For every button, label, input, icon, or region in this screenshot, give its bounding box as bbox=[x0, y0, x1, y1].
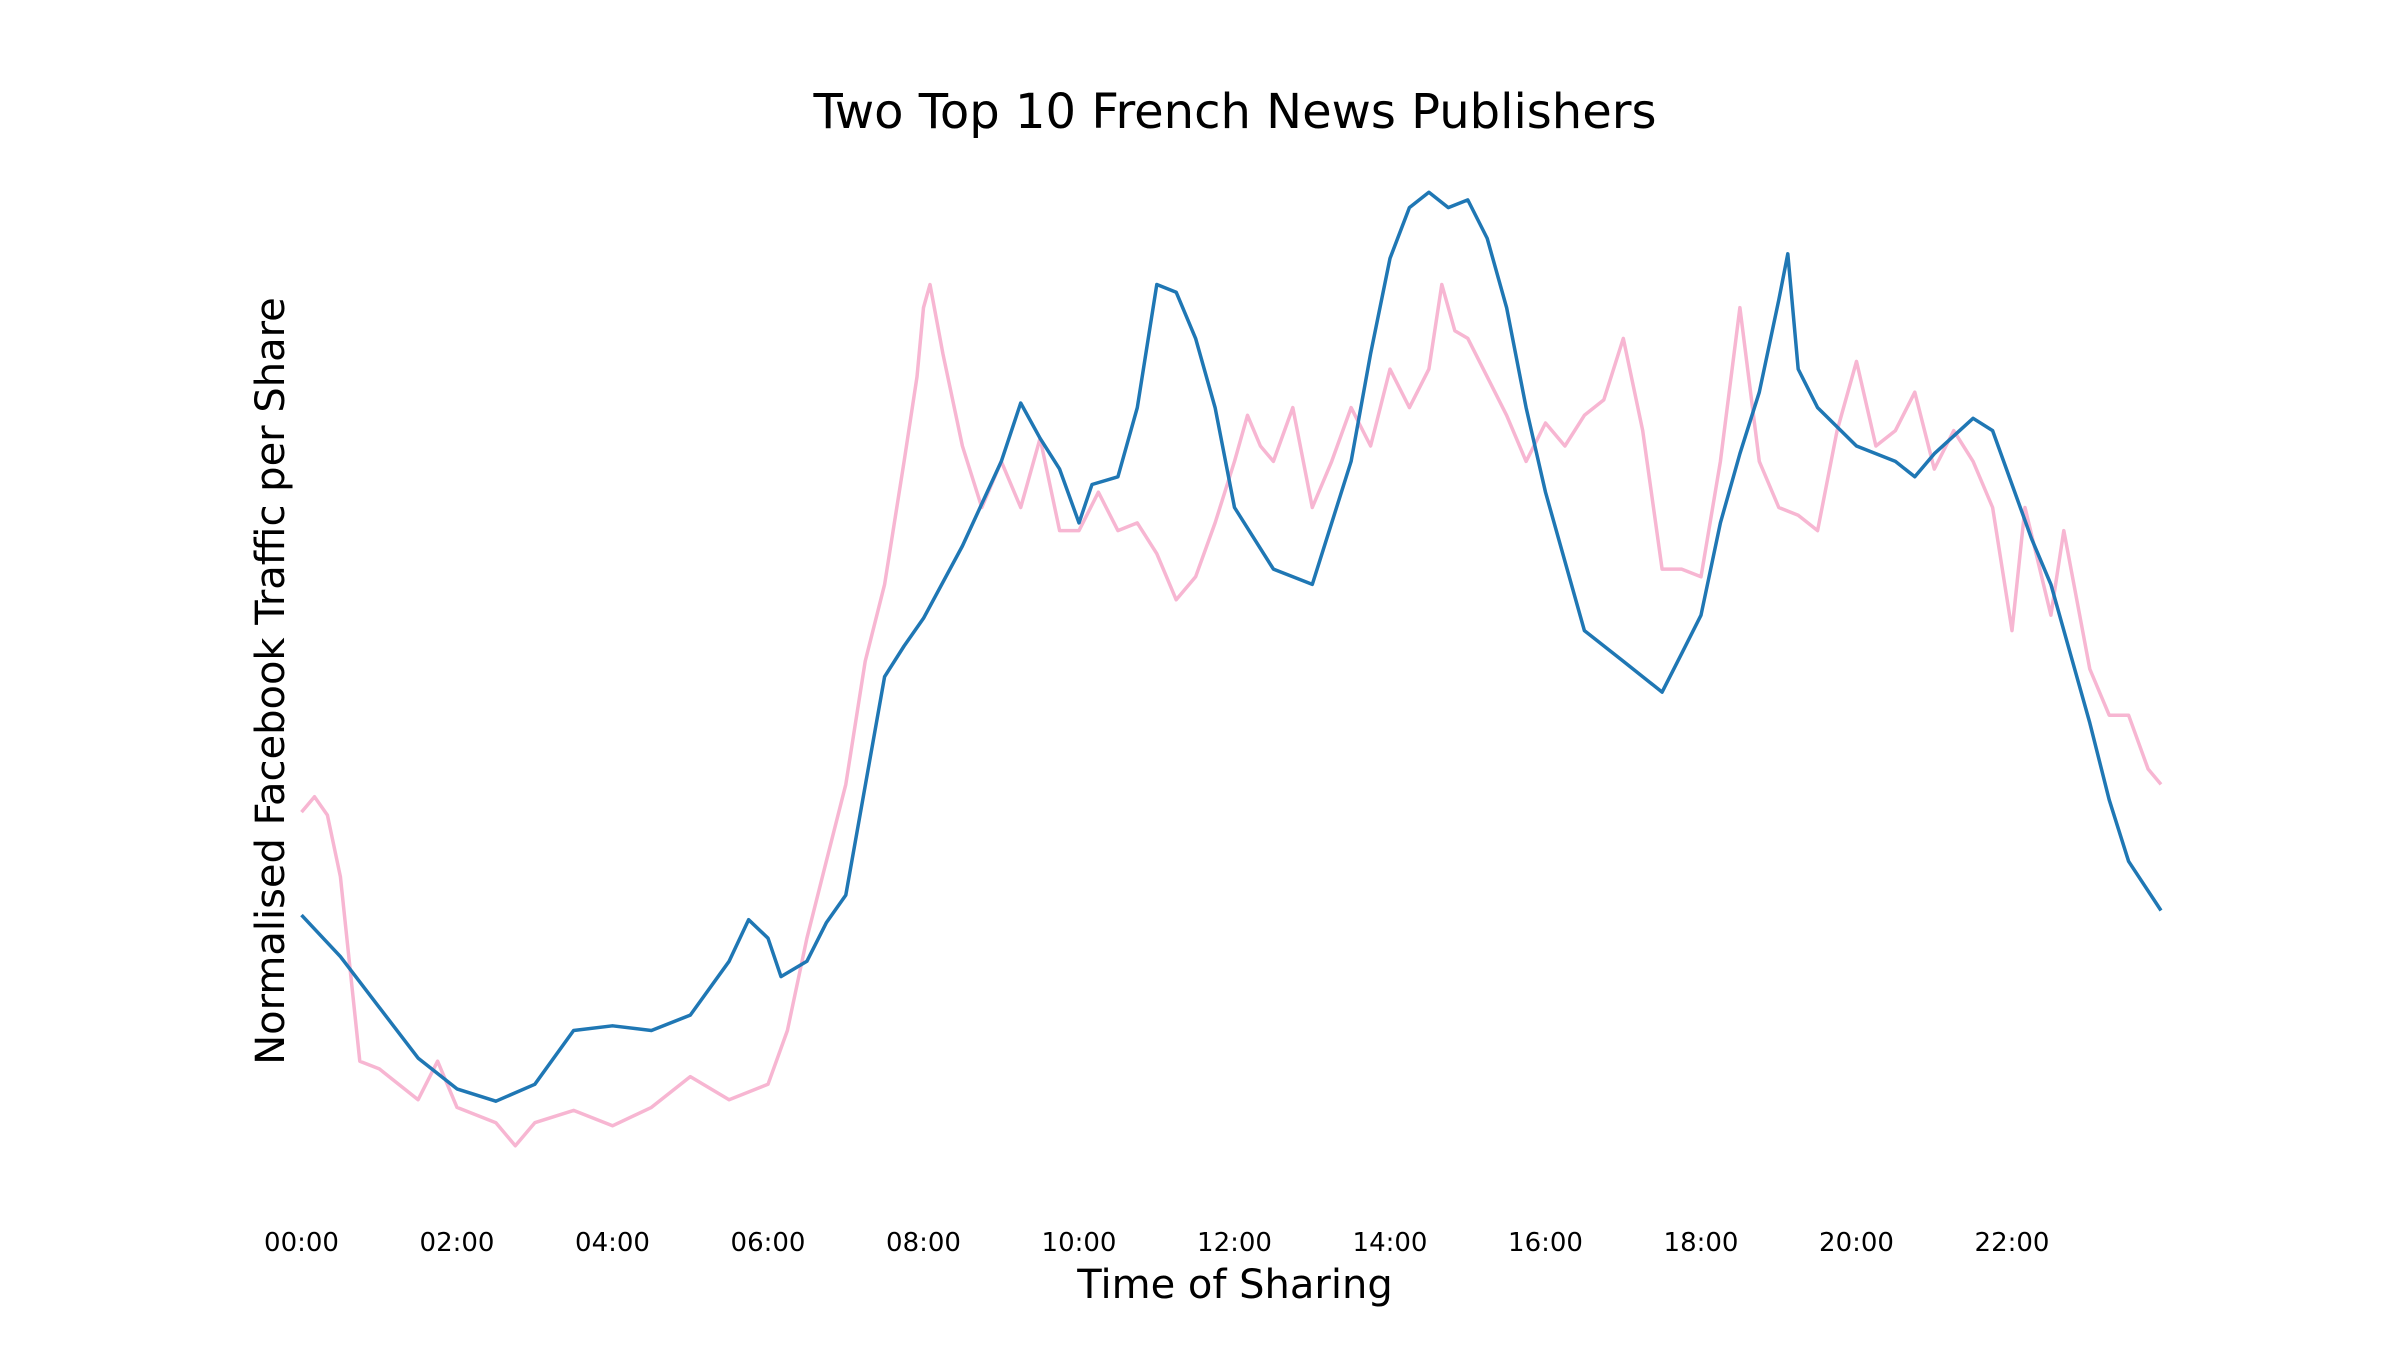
x-tick-label: 18:00 bbox=[1664, 1228, 1739, 1258]
x-tick-label: 04:00 bbox=[575, 1228, 650, 1258]
x-tick-label: 14:00 bbox=[1353, 1228, 1428, 1258]
series-line-0 bbox=[300, 190, 2163, 1103]
x-tick-label: 06:00 bbox=[731, 1228, 806, 1258]
x-tick-label: 08:00 bbox=[886, 1228, 961, 1258]
chart-title: Two Top 10 French News Publishers bbox=[813, 84, 1657, 140]
x-tick-label: 12:00 bbox=[1197, 1228, 1272, 1258]
series-layer bbox=[300, 190, 2163, 1148]
x-tick-label: 20:00 bbox=[1819, 1228, 1894, 1258]
x-tick-label: 22:00 bbox=[1975, 1228, 2050, 1258]
x-axis-label: Time of Sharing bbox=[1076, 1262, 1392, 1308]
x-axis-ticks: 00:00 02:00 04:00 06:00 08:00 10:00 12:00 14:00… bbox=[264, 1228, 2049, 1258]
series-line-1 bbox=[300, 282, 2163, 1148]
x-tick-label: 00:00 bbox=[264, 1228, 339, 1258]
x-tick-label: 02:00 bbox=[420, 1228, 495, 1258]
x-tick-label: 16:00 bbox=[1508, 1228, 1583, 1258]
x-tick-label: 10:00 bbox=[1042, 1228, 1117, 1258]
y-axis-label: Normalised Facebook Traffic per Share bbox=[248, 297, 294, 1065]
